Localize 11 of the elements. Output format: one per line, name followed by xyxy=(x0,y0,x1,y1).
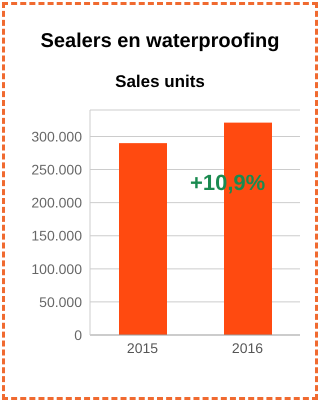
y-tick-label: 250.000 xyxy=(31,162,82,178)
y-tick-label: 50.000 xyxy=(39,294,82,310)
chart-title: Sealers en waterproofing xyxy=(40,30,280,53)
x-tick-label: 2015 xyxy=(126,340,158,356)
y-tick-label: 150.000 xyxy=(31,228,82,244)
x-tick-label: 2016 xyxy=(232,340,264,356)
y-tick-label: 200.000 xyxy=(31,194,82,211)
y-tick-label: 100.000 xyxy=(31,260,82,277)
y-tick-label: 300.000 xyxy=(31,128,82,144)
chart-subtitle: Sales units xyxy=(114,72,206,92)
y-tick-label: 0 xyxy=(74,326,82,343)
